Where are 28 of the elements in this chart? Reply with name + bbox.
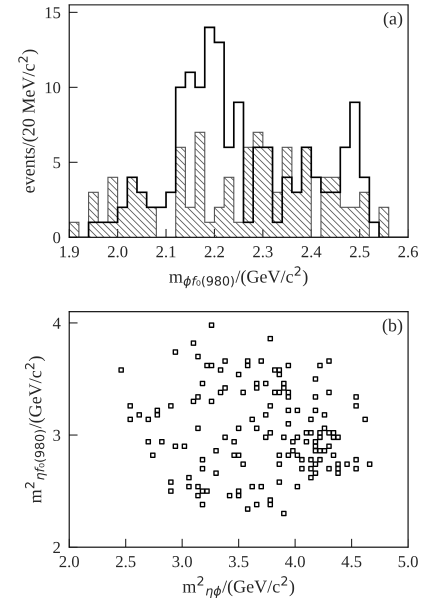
x-tick-label: 3.5 (229, 556, 248, 568)
y-tick-label: 4 (52, 318, 61, 329)
x-tick-label: 2.2 (204, 246, 224, 258)
x-tick-label: 2.3 (253, 246, 273, 258)
x-tick-label: 1.9 (60, 246, 79, 258)
x-tick-label: 3.0 (172, 556, 192, 568)
x-tick-label: 2.6 (398, 246, 418, 258)
y-tick-label: 0 (53, 232, 60, 244)
x-tick-label: 4.5 (342, 556, 362, 568)
annotation: (a) (384, 12, 402, 28)
x-axis-title: m$^{2}$$_{ηϕ}$/(GeV/c$^{2}$) (182, 576, 294, 598)
x-tick-label: 4.0 (285, 556, 305, 568)
y-tick-label: 3 (53, 430, 60, 441)
x-tick-label: 2.1 (156, 246, 176, 258)
x-tick-label: 2.5 (116, 556, 136, 568)
y-axis-title: m$^{2}$$_{ηf₀(980)}$/(GeV/c$^{2}$) (24, 356, 47, 503)
x-tick-label: 2.5 (350, 246, 370, 258)
x-tick-label: 2.0 (108, 246, 128, 258)
x-tick-label: 2.0 (60, 556, 79, 568)
y-tick-label: 15 (46, 7, 60, 18)
x-tick-label: 5.0 (398, 556, 418, 568)
y-tick-label: 5 (54, 157, 60, 168)
annotation: (b) (382, 318, 402, 336)
x-axis-title: m$_{ϕf₀(980)}$/(GeV/c$^{2}$) (169, 266, 308, 288)
y-tick-label: 10 (46, 82, 60, 94)
y-tick-label: 2 (53, 542, 60, 553)
y-axis-title: events/(20 MeV/c$^{2}$) (18, 50, 38, 193)
x-tick-label: 2.4 (302, 246, 322, 258)
